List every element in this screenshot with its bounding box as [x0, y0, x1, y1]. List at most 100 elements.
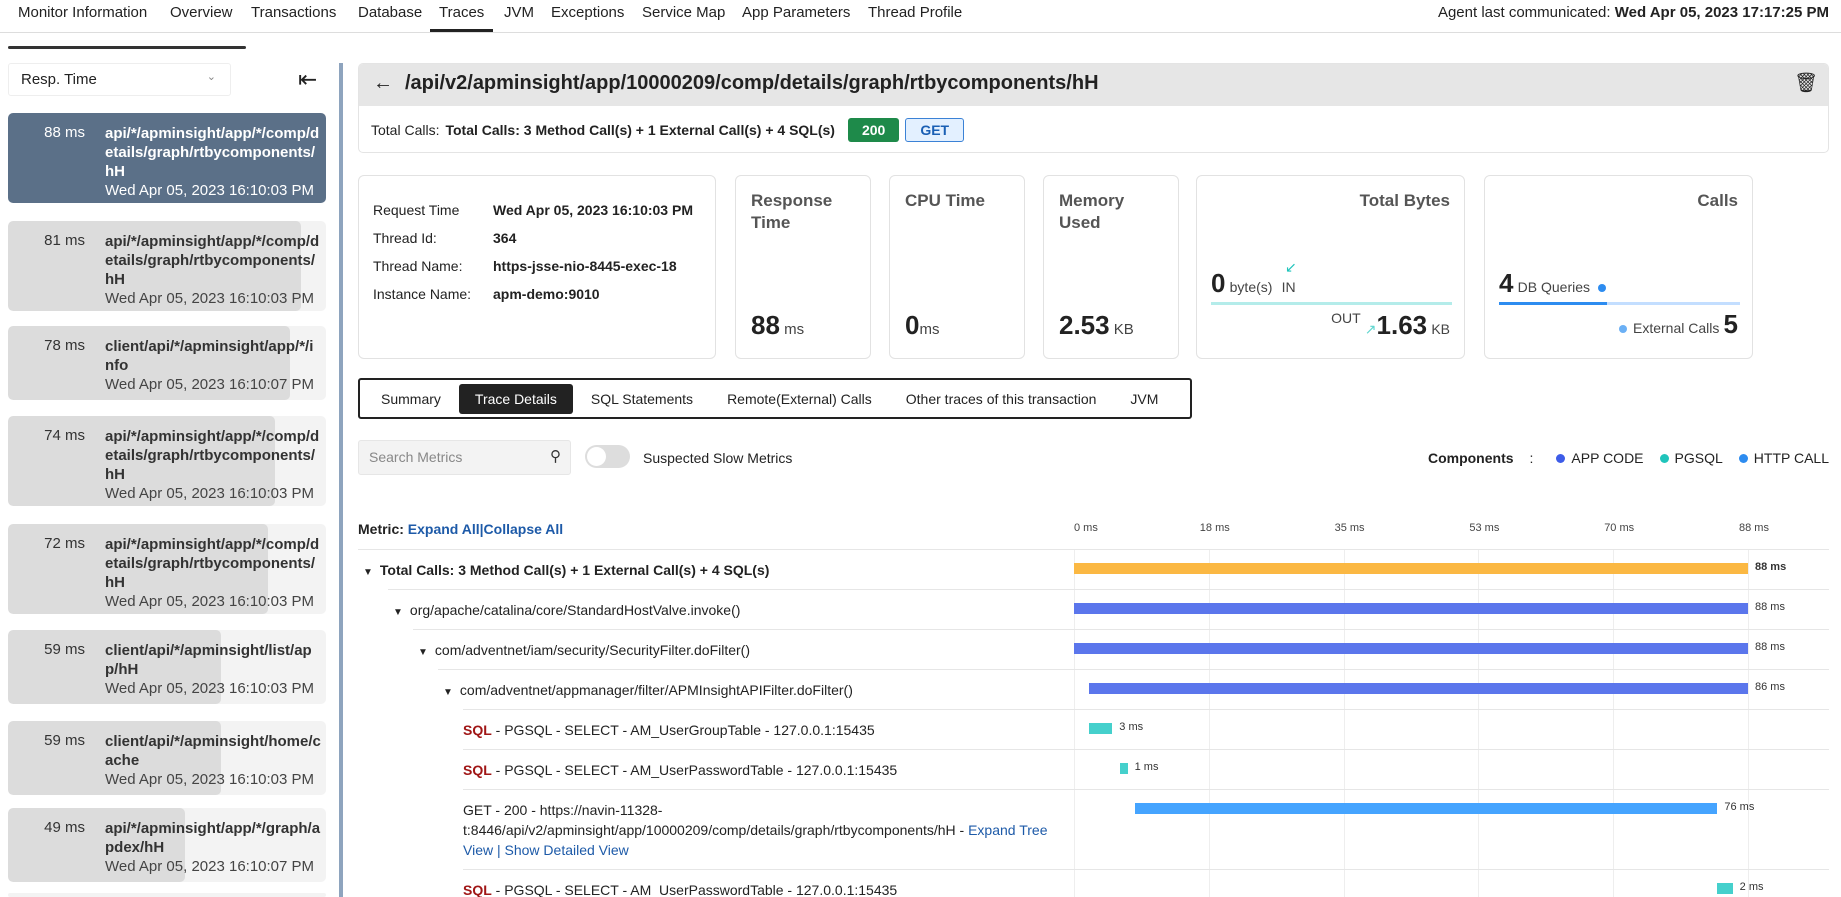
- sort-select[interactable]: Resp. Time ⌄: [8, 63, 231, 96]
- duration-bar[interactable]: [1089, 683, 1748, 694]
- trash-icon[interactable]: 🗑: [1793, 73, 1818, 94]
- nav-tab-transactions[interactable]: Transactions: [251, 4, 337, 21]
- trace-name: client/api/*/apminsight/list/app/hH: [105, 642, 312, 678]
- response-time-fill: [8, 524, 269, 614]
- duration-bar[interactable]: [1717, 883, 1733, 894]
- info-value: 364: [493, 230, 517, 246]
- duration-bar[interactable]: [1135, 803, 1718, 814]
- nav-tab-exceptions[interactable]: Exceptions: [551, 4, 625, 21]
- tab-summary[interactable]: Summary: [381, 390, 441, 407]
- method-badge: GET: [905, 118, 965, 142]
- trace-row: ▼ com/adventnet/appmanager/filter/APMInsi…: [438, 669, 1074, 709]
- trace-response-time: 72 ms: [44, 535, 85, 552]
- trace-row-bar-area: [1074, 709, 1829, 749]
- tab-trace-details[interactable]: Trace Details: [458, 383, 573, 414]
- trace-row-label: GET - 200 - https://navin-11328-t:8446/a…: [463, 800, 1050, 860]
- slow-metrics-label: Suspected Slow Metrics: [643, 450, 793, 466]
- nav-tab-service-map[interactable]: Service Map: [642, 4, 726, 21]
- trace-text: api/*/apminsight/app/*/comp/details/grap…: [105, 427, 322, 503]
- tab-remote-external-calls[interactable]: Remote(External) Calls: [727, 390, 872, 407]
- duration-bar[interactable]: [1074, 563, 1748, 574]
- duration-bar[interactable]: [1074, 603, 1748, 614]
- sidebar-divider[interactable]: [339, 63, 343, 897]
- trace-row-label: SQL - PGSQL - SELECT - AM_UserGroupTable…: [463, 720, 875, 740]
- expand-triangle-icon[interactable]: ▼: [443, 687, 453, 698]
- trace-list-item[interactable]: 78 ms client/api/*/apminsight/app/*/info W…: [8, 326, 326, 400]
- trace-time: Wed Apr 05, 2023 16:10:07 PM: [105, 858, 315, 875]
- trace-list-item[interactable]: 72 ms api/*/apminsight/app/*/comp/details…: [8, 524, 326, 614]
- nav-tab-jvm[interactable]: JVM: [504, 4, 534, 21]
- db-dot-icon: [1598, 284, 1607, 292]
- slow-metrics-toggle[interactable]: [585, 445, 630, 468]
- trace-response-time: 49 ms: [44, 819, 85, 836]
- trace-row-bar-area: [1074, 869, 1829, 897]
- back-arrow-icon[interactable]: ←: [373, 72, 393, 94]
- info-label: Instance Name:: [373, 286, 472, 302]
- trace-name: client/api/*/apminsight/app/*/info: [105, 338, 314, 374]
- trace-row: SQL - PGSQL - SELECT - AM_UserGroupTable…: [463, 709, 1074, 749]
- trace-time: Wed Apr 05, 2023 16:10:03 PM: [105, 771, 315, 788]
- axis-tick-label: 70 ms: [1604, 522, 1635, 534]
- nav-tab-traces[interactable]: Traces: [429, 4, 494, 32]
- expand-triangle-icon[interactable]: ▼: [363, 567, 373, 578]
- calls-bar: [1499, 302, 1740, 305]
- expand-tree-view-link[interactable]: Expand Tree View: [463, 822, 1048, 858]
- link-separator: |: [493, 842, 505, 858]
- chevron-down-icon: ⌄: [206, 71, 216, 83]
- trace-title: /api/v2/apminsight/app/10000209/comp/det…: [405, 72, 1099, 94]
- axis-tick-label: 0 ms: [1074, 522, 1098, 534]
- trace-list-item[interactable]: 74 ms api/*/apminsight/app/*/comp/details…: [8, 416, 326, 506]
- trace-time: Wed Apr 05, 2023 16:10:03 PM: [105, 290, 315, 307]
- tab-sql-statements[interactable]: SQL Statements: [590, 390, 694, 407]
- ext-dot-icon: [1618, 325, 1627, 333]
- trace-time: Wed Apr 05, 2023 16:10:03 PM: [105, 593, 315, 610]
- trace-row-label: SQL - PGSQL - SELECT - AM_UserPasswordTa…: [463, 760, 897, 780]
- trace-row-bar-area: [1074, 589, 1829, 629]
- trace-row: ▼ org/apache/catalina/core/StandardHostVa…: [388, 589, 1074, 629]
- trace-list-item[interactable]: 81 ms api/*/apminsight/app/*/comp/details…: [8, 221, 326, 311]
- sql-keyword: SQL: [463, 882, 492, 897]
- search-metrics-input[interactable]: Search Metrics ⚲: [358, 440, 571, 475]
- trace-list-item[interactable]: 88 ms api/*/apminsight/app/*/comp/details…: [8, 113, 326, 203]
- trace-name: api/*/apminsight/app/*/graph/apdex/hH: [105, 820, 321, 856]
- expand-triangle-icon[interactable]: ▼: [393, 607, 403, 618]
- row-text: - PGSQL - SELECT - AM_UserPasswordTable …: [491, 762, 898, 778]
- total-calls-value: Total Calls: 3 Method Call(s) + 1 Extern…: [445, 122, 835, 138]
- tab-jvm[interactable]: JVM: [1130, 390, 1159, 407]
- trace-time: Wed Apr 05, 2023 16:10:03 PM: [105, 680, 315, 697]
- trace-row: ▼ com/adventnet/iam/security/SecurityFilt…: [413, 629, 1074, 669]
- collapse-all-link[interactable]: Collapse All: [483, 521, 564, 537]
- nav-tab-database[interactable]: Database: [358, 4, 423, 21]
- nav-tab-monitor-information[interactable]: Monitor Information: [18, 4, 148, 21]
- gridline: [1478, 549, 1480, 897]
- duration-label: 1 ms: [1134, 761, 1159, 773]
- axis-tick-label: 88 ms: [1739, 522, 1769, 534]
- trace-name: api/*/apminsight/app/*/comp/details/grap…: [105, 428, 320, 483]
- gridline: [1613, 549, 1615, 897]
- legend-dot-icon: [1659, 454, 1669, 463]
- info-row: Thread Name: https-jsse-nio-8445-exec-18: [373, 258, 693, 286]
- info-row: Thread Id: 364: [373, 230, 693, 258]
- show-detailed-view-link[interactable]: Show Detailed View: [504, 842, 629, 858]
- duration-bar[interactable]: [1119, 763, 1128, 774]
- collapse-sidebar-icon[interactable]: ⇤: [298, 66, 318, 92]
- info-label: Thread Id:: [373, 230, 437, 246]
- trace-list-item[interactable]: 49 ms api/*/apminsight/app/*/graph/apdex/…: [8, 808, 326, 882]
- trace-list-item[interactable]: [8, 893, 326, 897]
- row-text: GET - 200 - https://navin-11328-t:8446/a…: [463, 802, 969, 838]
- duration-bar[interactable]: [1074, 643, 1748, 654]
- nav-tab-thread-profile[interactable]: Thread Profile: [868, 4, 963, 21]
- info-value: https-jsse-nio-8445-exec-18: [493, 258, 677, 274]
- expand-all-link[interactable]: Expand All: [407, 521, 480, 537]
- axis-tick-label: 53 ms: [1469, 522, 1500, 534]
- expand-triangle-icon[interactable]: ▼: [418, 647, 428, 658]
- legend-item: HTTP CALL: [1738, 450, 1829, 466]
- trace-list-item[interactable]: 59 ms client/api/*/apminsight/list/app/hH…: [8, 630, 326, 704]
- nav-tab-app-parameters[interactable]: App Parameters: [742, 4, 851, 21]
- nav-tab-overview[interactable]: Overview: [170, 4, 233, 21]
- duration-bar[interactable]: [1089, 723, 1113, 734]
- tab-other-traces-of-this-transaction[interactable]: Other traces of this transaction: [905, 390, 1097, 407]
- trace-list-item[interactable]: 59 ms client/api/*/apminsight/home/cache W…: [8, 721, 326, 795]
- top-nav: Agent last communicated: Wed Apr 05, 202…: [0, 0, 1841, 33]
- request-info-card: Request Time Wed Apr 05, 2023 16:10:03 PM…: [358, 175, 716, 359]
